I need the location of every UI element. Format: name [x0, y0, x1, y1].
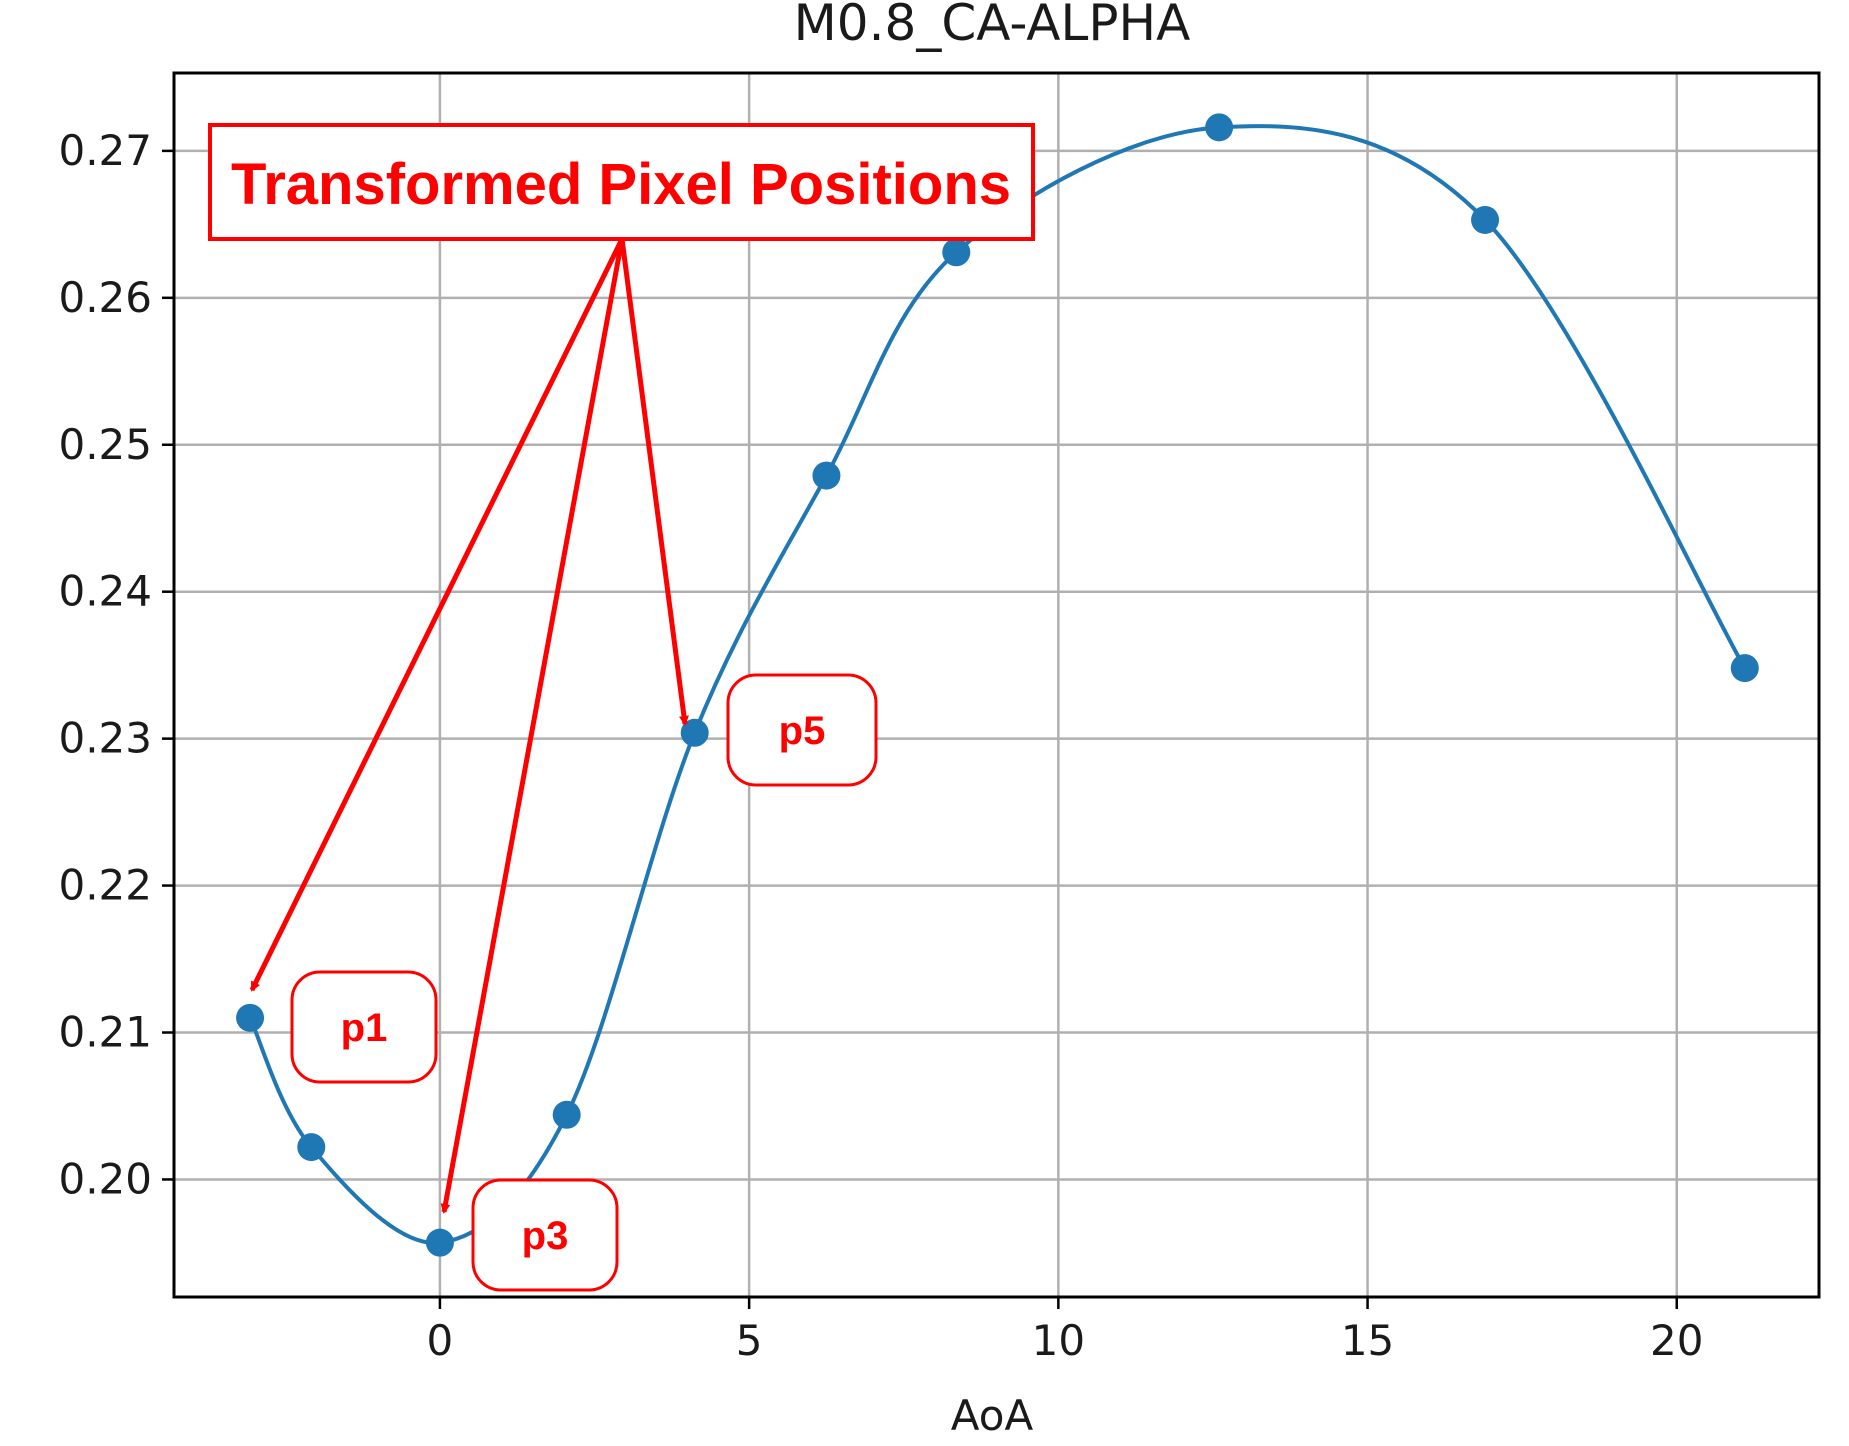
x-tick-label: 5	[736, 1316, 763, 1365]
y-tick-label: 0.22	[58, 861, 152, 910]
x-tick-label: 15	[1341, 1316, 1394, 1365]
y-tick-label: 0.26	[58, 273, 152, 322]
data-point	[812, 461, 841, 490]
label-p5: p5	[779, 709, 826, 753]
label-box-p5	[726, 673, 878, 787]
label-p1: p1	[341, 1006, 388, 1050]
x-axis-label: AoA	[951, 1391, 1034, 1440]
y-tick-label: 0.25	[58, 420, 152, 469]
x-axis-ticks: 0 5 10 15 20	[427, 1297, 1703, 1365]
x-tick-label: 0	[427, 1316, 454, 1365]
y-axis-ticks: 0.20 0.21 0.22 0.23 0.24 0.25 0.26 0.27	[58, 126, 174, 1203]
data-point	[552, 1100, 581, 1129]
label-box-p3	[471, 1178, 619, 1292]
series-markers	[236, 113, 1759, 1257]
data-point	[1730, 654, 1759, 683]
data-point	[1205, 113, 1234, 142]
data-point	[236, 1003, 265, 1032]
arrow-to-p5	[619, 238, 689, 726]
y-tick-label: 0.21	[58, 1008, 152, 1057]
y-tick-label: 0.27	[58, 126, 152, 175]
x-tick-label: 10	[1032, 1316, 1085, 1365]
label-p3: p3	[522, 1214, 569, 1258]
chart-title: M0.8_CA-ALPHA	[794, 0, 1191, 52]
plot-frame	[172, 71, 1821, 1299]
annotation-layer: Transformed Pixel Positions p1 p3 p5	[208, 123, 1035, 1292]
label-box-p1	[290, 970, 438, 1084]
annotation-banner	[208, 123, 1035, 241]
arrow-to-p1	[249, 237, 625, 992]
y-tick-label: 0.23	[58, 714, 152, 763]
data-point	[297, 1133, 326, 1162]
annotation-banner-text: Transformed Pixel Positions	[231, 152, 1011, 217]
data-point	[942, 238, 971, 267]
arrow-to-p3	[440, 238, 625, 1214]
y-tick-label: 0.24	[58, 567, 152, 616]
data-point	[425, 1228, 454, 1257]
data-point	[1471, 205, 1500, 234]
y-tick-label: 0.20	[58, 1154, 152, 1203]
x-tick-label: 20	[1650, 1316, 1703, 1365]
